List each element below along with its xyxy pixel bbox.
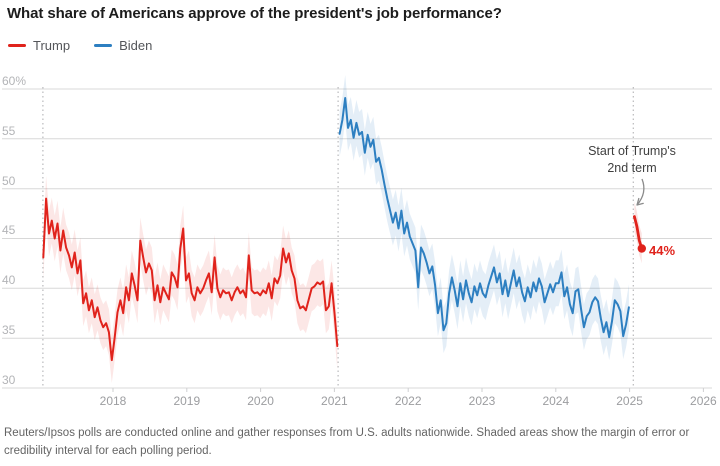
- biden-line-swatch: [94, 44, 113, 47]
- line-trump-1st-term-: [42, 197, 339, 362]
- legend-item-biden: Biden: [94, 38, 152, 53]
- trump-line-swatch: [8, 44, 26, 47]
- x-axis-label-2020: 2020: [247, 394, 274, 408]
- x-axis-label-2024: 2024: [542, 394, 570, 408]
- y-axis-label-55: 55: [2, 123, 16, 138]
- footnote: Reuters/Ipsos polls are conducted online…: [4, 427, 690, 458]
- band-biden: [339, 75, 629, 361]
- end-value-label: 44%: [649, 243, 676, 258]
- annotation-line-2: 2nd term: [607, 161, 657, 175]
- page-title: What share of Americans approve of the p…: [7, 5, 502, 22]
- y-axis-label-30: 30: [2, 373, 16, 387]
- x-axis-label-2019: 2019: [173, 394, 201, 408]
- x-axis-label-2025: 2025: [616, 394, 643, 408]
- legend-item-trump: Trump: [8, 38, 70, 53]
- legend-label-biden: Biden: [119, 38, 153, 53]
- x-axis-label-2026: 2026: [690, 394, 717, 408]
- line-biden: [338, 97, 630, 339]
- y-axis-label-60: 60%: [2, 73, 27, 88]
- latest-poll-dot: [637, 244, 646, 253]
- y-axis-label-45: 45: [2, 223, 16, 238]
- x-axis-label-2021: 2021: [321, 394, 348, 408]
- legend: Trump Biden: [8, 38, 152, 53]
- y-axis-label-50: 50: [2, 173, 16, 188]
- y-axis-label-40: 40: [2, 273, 16, 288]
- annotation-arrow-icon: [636, 178, 645, 206]
- legend-label-trump: Trump: [33, 38, 71, 53]
- x-axis-label-2018: 2018: [99, 394, 127, 408]
- y-axis-label-35: 35: [2, 323, 16, 338]
- annotation-trump-2nd-term: Start of Trump's 2nd term: [542, 143, 720, 177]
- x-axis-label-2023: 2023: [468, 394, 496, 408]
- annotation-line-1: Start of Trump's: [588, 144, 676, 158]
- x-axis-label-2022: 2022: [394, 394, 422, 408]
